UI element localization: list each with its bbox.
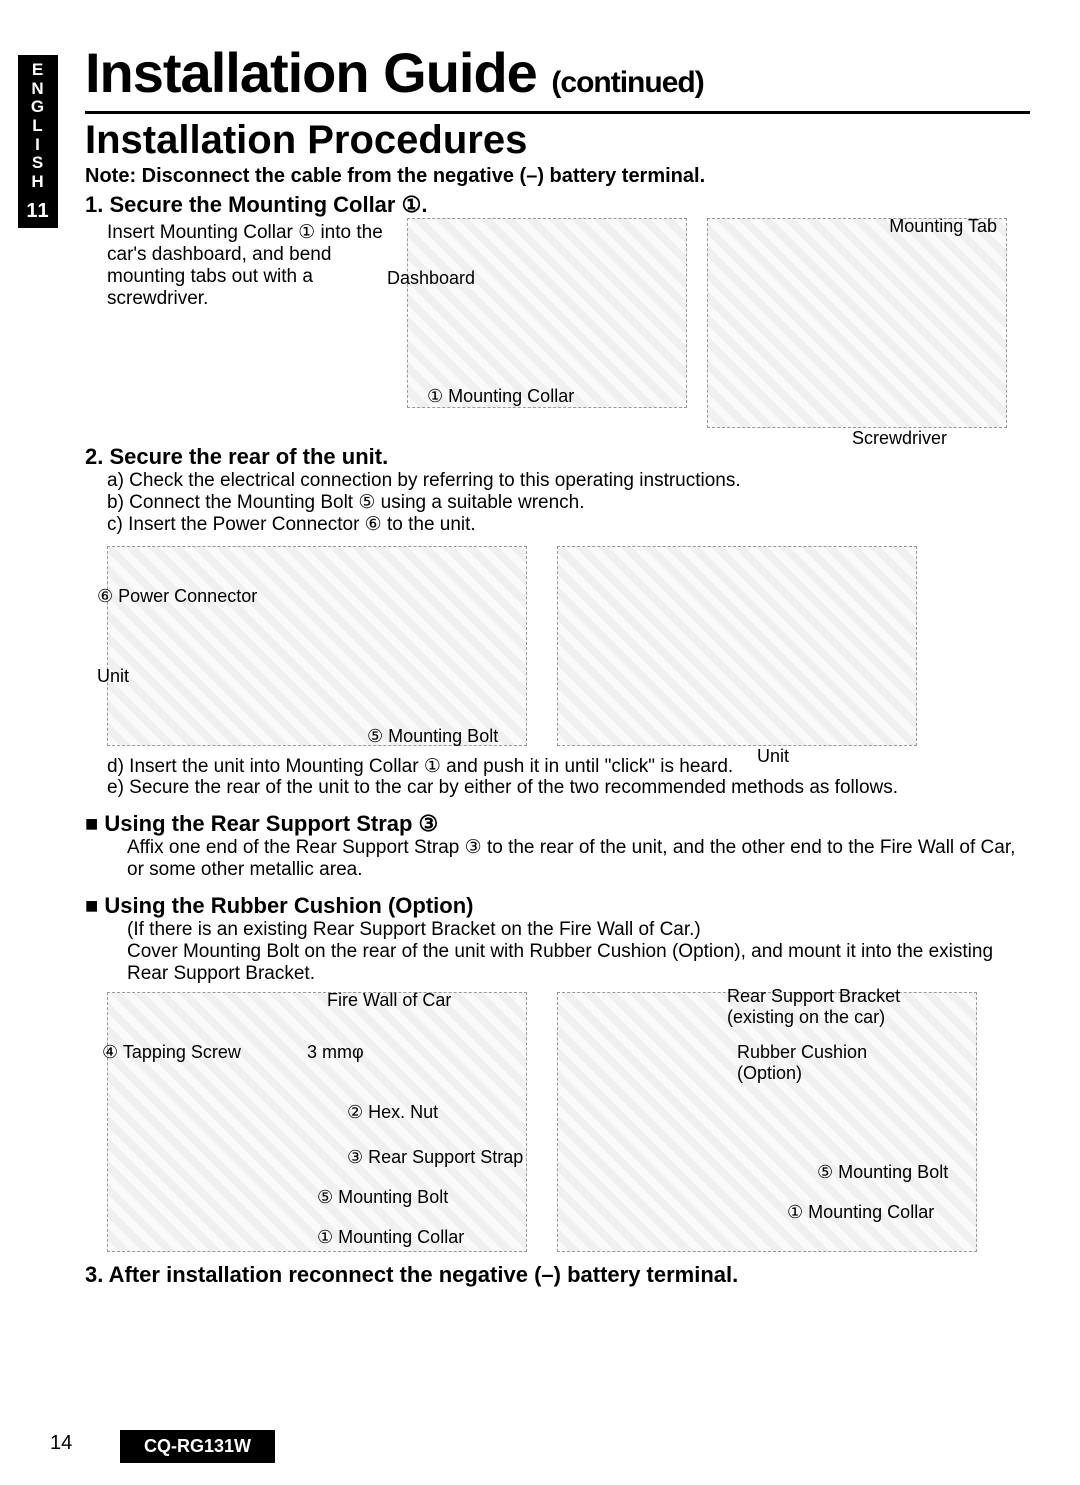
label-tapping-screw: ④ Tapping Screw xyxy=(102,1042,241,1063)
step-2b: b) Connect the Mounting Bolt ⑤ using a s… xyxy=(107,492,1030,514)
diagram-step3-left: Fire Wall of Car ④ Tapping Screw 3 mmφ ②… xyxy=(107,992,527,1252)
section-title: Installation Procedures xyxy=(85,118,1030,163)
label-mounting-tab: Mounting Tab xyxy=(889,216,997,237)
label-fire-wall: Fire Wall of Car xyxy=(327,990,451,1011)
label-power-connector: ⑥ Power Connector xyxy=(97,586,257,607)
title-text: Installation Guide xyxy=(85,41,537,104)
sub-rear-strap-heading: ■ Using the Rear Support Strap ③ xyxy=(85,811,1030,837)
label-unit-left: Unit xyxy=(97,666,129,687)
label-hex-nut: ② Hex. Nut xyxy=(347,1102,438,1123)
label-rear-bracket: Rear Support Bracket (existing on the ca… xyxy=(727,986,957,1028)
label-dashboard: Dashboard xyxy=(387,268,475,289)
step-3-heading: 3. After installation reconnect the nega… xyxy=(85,1262,1030,1288)
note-disconnect: Note: Disconnect the cable from the nega… xyxy=(85,165,1030,188)
step-2d: d) Insert the unit into Mounting Collar … xyxy=(107,756,1030,778)
title-continued: (continued) xyxy=(551,66,703,99)
page-number: 14 xyxy=(50,1432,72,1455)
label-unit-right: Unit xyxy=(757,746,789,767)
label-mounting-collar: ① Mounting Collar xyxy=(427,386,574,407)
sub-rubber-cushion-body: Cover Mounting Bolt on the rear of the u… xyxy=(127,941,1030,985)
step-1-body: Insert Mounting Collar ① into the car's … xyxy=(107,222,387,428)
label-mounting-bolt-l: ⑤ Mounting Bolt xyxy=(317,1187,448,1208)
label-mounting-collar-l: ① Mounting Collar xyxy=(317,1227,464,1248)
label-rear-strap: ③ Rear Support Strap xyxy=(347,1147,523,1168)
label-mounting-bolt-r: ⑤ Mounting Bolt xyxy=(817,1162,948,1183)
label-rubber-cushion: Rubber Cushion (Option) xyxy=(737,1042,897,1084)
diagram-step1-left: Dashboard ① Mounting Collar xyxy=(407,218,687,428)
sub-rubber-cushion-note: (If there is an existing Rear Support Br… xyxy=(127,919,1030,941)
main-title: Installation Guide (continued) xyxy=(85,40,1030,105)
label-mounting-bolt: ⑤ Mounting Bolt xyxy=(367,726,498,747)
diagram-step2-right: Unit xyxy=(557,546,917,746)
step-2e: e) Secure the rear of the unit to the ca… xyxy=(107,777,1030,799)
step-2c: c) Insert the Power Connector ⑥ to the u… xyxy=(107,514,1030,536)
diagram-step3-right: Rear Support Bracket (existing on the ca… xyxy=(557,992,977,1252)
divider xyxy=(85,111,1030,114)
label-mounting-collar-r: ① Mounting Collar xyxy=(787,1202,934,1223)
step-2a: a) Check the electrical connection by re… xyxy=(107,470,1030,492)
label-screwdriver: Screwdriver xyxy=(852,428,947,449)
diagram-step2-left: ⑥ Power Connector Unit ⑤ Mounting Bolt xyxy=(107,546,527,746)
step-1-heading: 1. Secure the Mounting Collar ①. xyxy=(85,192,1030,218)
model-number: CQ-RG131W xyxy=(120,1430,275,1463)
label-3mm: 3 mmφ xyxy=(307,1042,364,1063)
sub-rear-strap-body: Affix one end of the Rear Support Strap … xyxy=(127,837,1030,881)
diagram-step1-right: Mounting Tab Screwdriver xyxy=(707,218,1007,428)
sub-rubber-cushion-heading: ■ Using the Rubber Cushion (Option) xyxy=(85,893,1030,919)
